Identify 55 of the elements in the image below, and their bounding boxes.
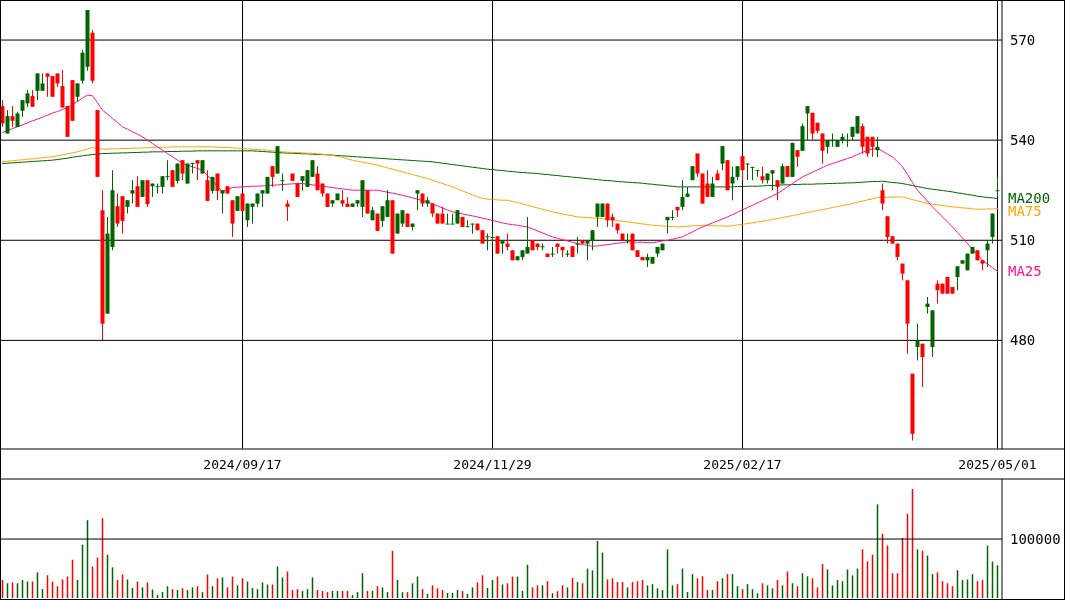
candlestick xyxy=(770,169,775,191)
candlestick xyxy=(590,229,595,251)
candlestick xyxy=(625,233,630,245)
x-tick-label: 2025/05/01 xyxy=(958,456,1037,472)
candlestick xyxy=(490,229,495,245)
candlestick xyxy=(285,199,290,222)
text: 100000 xyxy=(1010,530,1061,547)
x-tick-label: 2024/09/17 xyxy=(203,456,282,472)
candlestick xyxy=(205,169,210,202)
candlestick xyxy=(465,219,470,228)
series-label: MA25 xyxy=(1008,263,1042,280)
candlestick xyxy=(190,162,195,175)
candlestick xyxy=(385,189,390,218)
candlestick xyxy=(805,105,810,141)
candlestick xyxy=(750,166,755,181)
y-tick-label: 510 xyxy=(1010,232,1036,249)
candlestick xyxy=(875,136,880,158)
candlestick xyxy=(955,265,960,291)
candlestick xyxy=(915,323,920,361)
line-series xyxy=(2,146,998,228)
candlestick xyxy=(720,145,725,171)
candlestick xyxy=(920,343,925,388)
y-tick-label: 540 xyxy=(1010,132,1036,149)
candlestick xyxy=(450,213,455,225)
candlestick xyxy=(220,189,225,215)
candlestick xyxy=(415,189,420,211)
x-tick-label: 2024/11/29 xyxy=(453,456,532,472)
candlestick xyxy=(180,159,185,181)
candlestick xyxy=(740,155,745,181)
candlestick xyxy=(990,213,995,245)
candlestick xyxy=(270,165,275,188)
candlestick xyxy=(0,99,5,128)
y-tick-label: 570 xyxy=(1010,31,1036,48)
candlestick xyxy=(575,236,580,255)
candlestick xyxy=(230,199,235,238)
candlestick xyxy=(130,179,135,205)
y-tick-label: 480 xyxy=(1010,332,1036,349)
x-tick-label: 2025/02/17 xyxy=(703,456,782,472)
candlestick xyxy=(525,216,530,255)
candlestick xyxy=(550,246,555,258)
candlestick xyxy=(775,179,780,201)
candlestick xyxy=(135,175,140,208)
candlestick xyxy=(10,105,15,128)
candlestick xyxy=(670,209,675,221)
candlestick xyxy=(880,183,885,211)
candlestick xyxy=(75,82,80,103)
candlestick xyxy=(215,173,220,201)
candlestick xyxy=(365,189,370,215)
candlestick xyxy=(820,132,825,165)
candlestick xyxy=(195,159,200,181)
candlestick xyxy=(280,173,285,192)
candlestick xyxy=(470,223,475,235)
candlestick xyxy=(845,132,850,148)
candlestick xyxy=(780,163,785,185)
candlestick xyxy=(585,239,590,261)
